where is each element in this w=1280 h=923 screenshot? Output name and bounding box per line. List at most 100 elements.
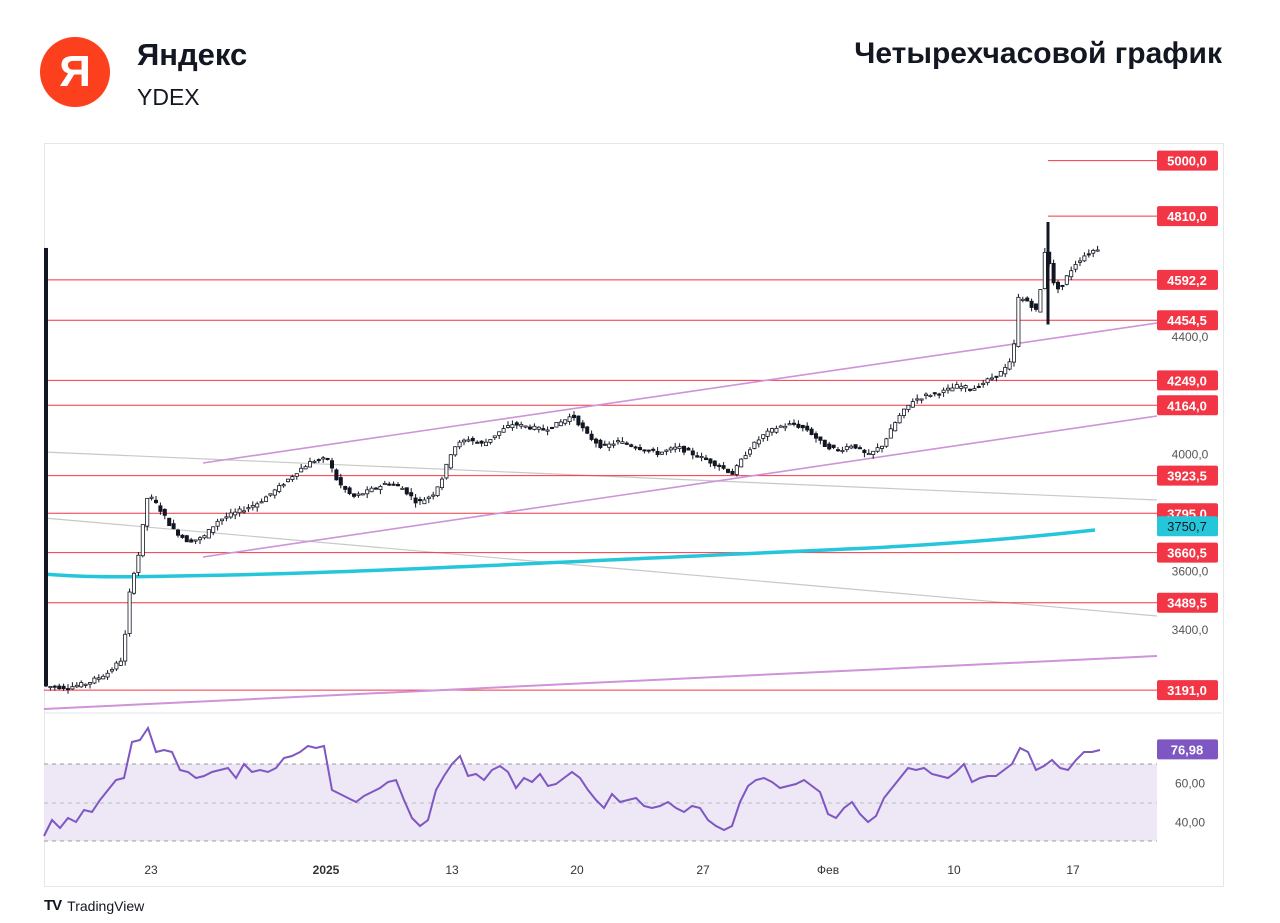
candle-body — [149, 496, 154, 499]
candle-body — [1056, 281, 1061, 290]
candle-body — [550, 426, 555, 429]
level-label-bg — [1157, 150, 1218, 171]
candle-body — [316, 459, 321, 462]
level-label: 4164,0 — [1167, 398, 1207, 413]
moving-average-line — [43, 528, 1096, 579]
candle-body — [1091, 250, 1096, 254]
level-label-bg — [1157, 542, 1218, 563]
candle-body — [57, 685, 62, 690]
candle-body — [413, 497, 418, 504]
candle-body — [448, 454, 453, 469]
candle-body — [479, 440, 484, 444]
candle-body — [351, 493, 356, 497]
candle-body — [836, 449, 841, 452]
channel-upper-line — [202, 322, 1158, 464]
candle-body — [321, 457, 326, 460]
candle-body — [1003, 366, 1008, 375]
candle-body — [277, 485, 282, 492]
candle-body — [250, 505, 255, 508]
candle-body — [299, 467, 304, 473]
candle-body — [673, 446, 678, 450]
timeframe-title: Четырехчасовой график — [854, 37, 1222, 70]
level-label: 4810,0 — [1167, 209, 1207, 224]
candle-body — [1012, 343, 1017, 363]
rsi-line — [43, 725, 1101, 837]
candle-body — [466, 439, 471, 442]
candle-body — [303, 466, 308, 470]
candle-body — [118, 660, 123, 666]
candle-body — [145, 497, 150, 527]
candle-body — [624, 442, 629, 445]
candle-body — [633, 446, 638, 449]
candle-body — [695, 455, 700, 458]
candle-body — [514, 422, 519, 426]
time-tick-label: 2025 — [313, 863, 340, 877]
candle-body — [924, 393, 929, 397]
candle-body — [338, 477, 343, 486]
candle-body — [655, 450, 660, 456]
candle-body — [505, 425, 510, 428]
tradingview-logo-icon: TV — [44, 897, 62, 914]
candle-body — [1051, 262, 1056, 284]
candle-body — [114, 662, 119, 670]
candle-body — [189, 539, 194, 543]
candle-body — [224, 516, 229, 519]
candle-body — [686, 447, 691, 451]
price-tick-label: 3600,0 — [1172, 564, 1209, 578]
level-label: 3191,0 — [1167, 683, 1207, 698]
candle-body — [422, 499, 427, 505]
candle-body — [616, 440, 621, 443]
candle-body — [858, 447, 863, 450]
level-label-bg — [1157, 592, 1218, 613]
candle-body — [519, 424, 524, 427]
candle-body — [92, 677, 97, 684]
candle-body — [1038, 289, 1043, 313]
candle-body — [457, 441, 462, 448]
time-tick-label: 27 — [696, 863, 710, 877]
price-tick-label: 4000,0 — [1172, 447, 1209, 461]
candle-body — [417, 499, 422, 502]
candle-body — [642, 449, 647, 452]
candle-body — [884, 438, 889, 447]
candle-body — [66, 688, 71, 691]
candle-body — [796, 423, 801, 428]
level-label: 4454,5 — [1167, 313, 1207, 328]
candle-body — [409, 492, 414, 497]
candle-body — [783, 425, 788, 429]
candle-body — [523, 425, 528, 428]
candle-body — [928, 394, 933, 397]
candle-body — [528, 426, 533, 430]
candle-body — [123, 633, 128, 662]
candle-body — [893, 422, 898, 432]
candle-body — [373, 487, 378, 490]
candle-body — [651, 448, 656, 451]
candle-body — [461, 439, 466, 443]
candle-body — [1095, 249, 1100, 252]
candle-body — [840, 450, 845, 453]
candle-body — [395, 484, 400, 487]
candle-body — [365, 489, 370, 495]
price-tick-label: 3400,0 — [1172, 623, 1209, 637]
level-label: 5000,0 — [1167, 154, 1207, 169]
candle-body — [880, 445, 885, 449]
candle-body — [180, 534, 185, 538]
channel-lower-line — [202, 415, 1158, 558]
candle-body — [558, 421, 563, 427]
candle-body — [294, 473, 299, 477]
candle-body — [778, 425, 783, 428]
candle-body — [233, 511, 238, 516]
candle-body — [646, 449, 651, 452]
candle-body — [391, 483, 396, 486]
time-tick-label: 23 — [144, 863, 158, 877]
candle-body — [215, 520, 220, 527]
candle-body — [228, 512, 233, 518]
candle-body — [532, 425, 537, 430]
candle-body — [726, 468, 731, 473]
level-label-bg — [1157, 465, 1218, 486]
candle-body — [774, 427, 779, 433]
candle-body — [202, 535, 207, 539]
candle-body — [721, 465, 726, 469]
candle-body — [739, 458, 744, 468]
candle-body — [184, 535, 189, 543]
